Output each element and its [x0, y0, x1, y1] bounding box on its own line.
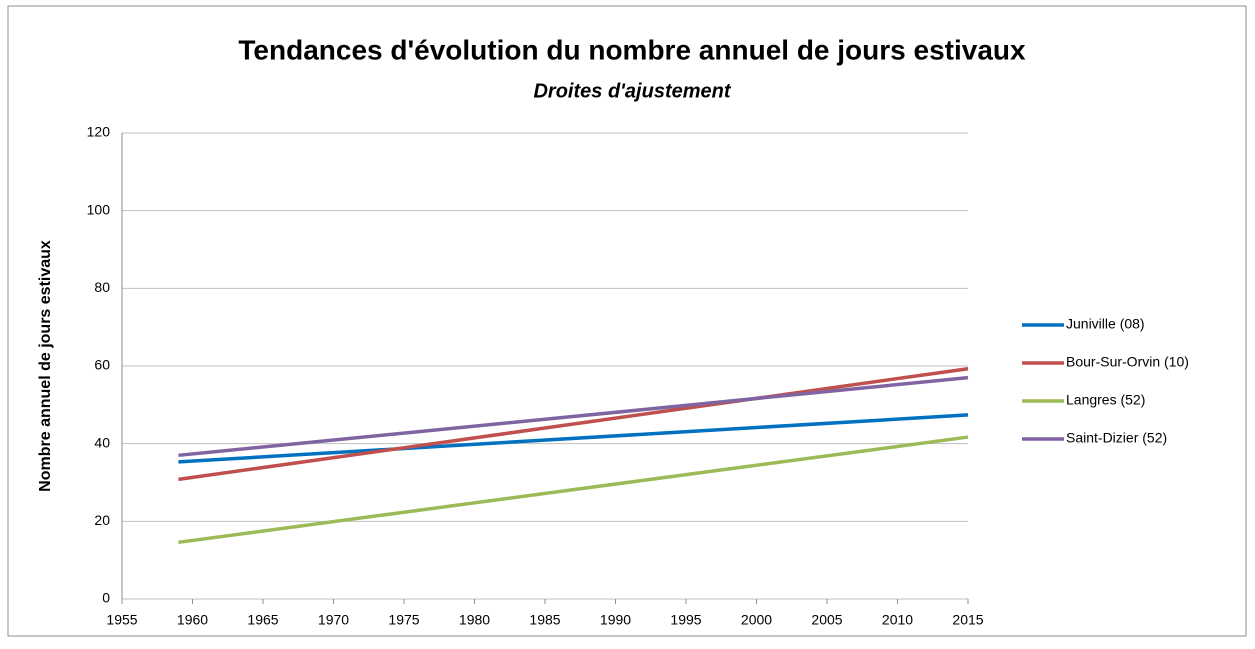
y-tick-label: 20: [94, 512, 110, 528]
x-tick-label: 1970: [318, 612, 349, 628]
x-tick-label: 1985: [529, 612, 560, 628]
x-tick-label: 2005: [811, 612, 842, 628]
series-line: [178, 375, 969, 458]
x-tick-label: 2010: [882, 612, 913, 628]
x-tick-label: 1955: [106, 612, 137, 628]
series-line: [178, 435, 969, 545]
chart-border: [7, 5, 1247, 637]
y-tick-label: 0: [102, 590, 110, 606]
series-line: [178, 413, 969, 464]
x-tick-label: 1990: [600, 612, 631, 628]
chart-title: Tendances d'évolution du nombre annuel d…: [238, 34, 1026, 65]
y-tick-label: 40: [94, 434, 110, 450]
legend-label: Saint-Dizier (52): [1066, 430, 1167, 446]
x-tick-label: 1975: [388, 612, 419, 628]
x-tick-label: 2000: [741, 612, 772, 628]
x-tick-label: 1960: [177, 612, 208, 628]
y-tick-label: 100: [87, 201, 111, 217]
y-tick-label: 60: [94, 357, 110, 373]
chart-subtitle: Droites d'ajustement: [533, 80, 731, 102]
series-line: [178, 366, 969, 482]
legend-label: Bour-Sur-Orvin (10): [1066, 354, 1189, 370]
y-tick-label: 80: [94, 279, 110, 295]
x-tick-label: 1965: [247, 612, 278, 628]
x-tick-label: 1995: [670, 612, 701, 628]
x-tick-label: 2015: [952, 612, 983, 628]
y-axis-label: Nombre annuel de jours estivaux: [37, 240, 54, 492]
legend-label: Juniville (08): [1066, 316, 1145, 332]
x-tick-label: 1980: [459, 612, 490, 628]
y-tick-label: 120: [87, 124, 111, 140]
legend-label: Langres (52): [1066, 392, 1145, 408]
